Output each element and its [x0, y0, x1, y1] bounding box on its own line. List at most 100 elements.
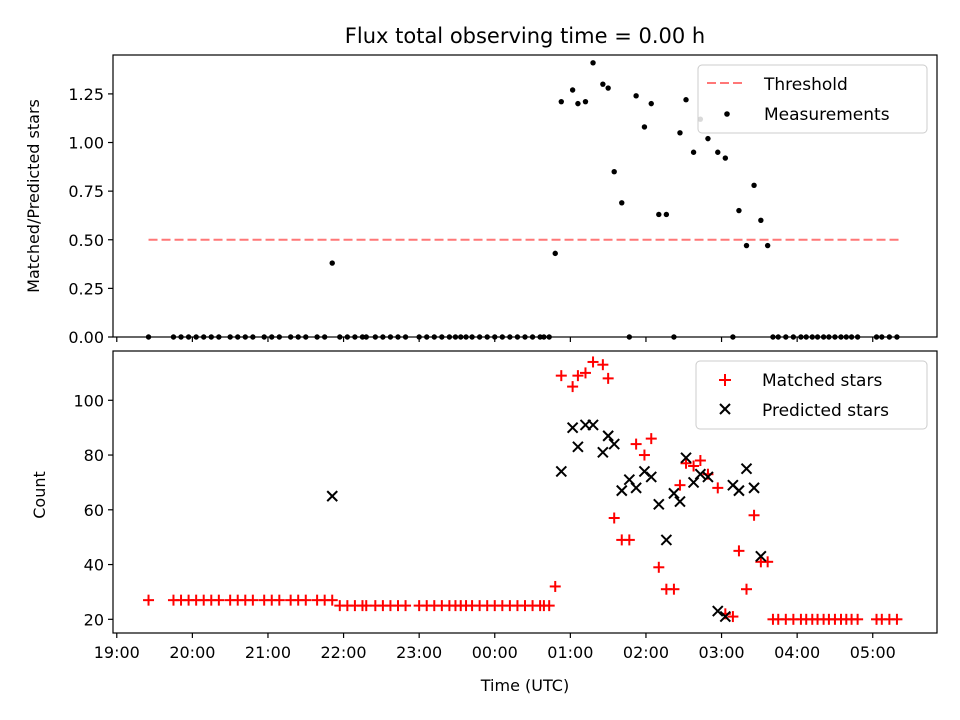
bottom-x-tick-label: 22:00: [321, 643, 367, 662]
measurement-point: [633, 93, 639, 99]
top-panel: 0.00 0.25 0.50 0.75 1.00 1.25 Matched/Predict…: [24, 54, 938, 347]
legend-measurements-swatch: [724, 111, 730, 117]
matched-star-point: [645, 433, 657, 445]
matched-star-point: [213, 594, 225, 606]
matched-star-point: [587, 356, 599, 368]
measurement-point: [619, 200, 625, 206]
measurement-point: [648, 100, 654, 107]
predicted-star-point: [680, 452, 692, 464]
bottom-axes-frame: [112, 350, 938, 634]
bottom-legend: Matched stars Predicted stars: [695, 360, 928, 430]
top-y-tick-label: 0.75: [68, 182, 104, 201]
matched-star-point: [680, 457, 692, 469]
matched-star-point: [608, 512, 620, 524]
measurement-point: [605, 85, 611, 91]
matched-star-point: [712, 482, 724, 494]
top-y-tick-label: 1.25: [68, 85, 104, 104]
matched-star-point: [555, 370, 567, 382]
measurement-point: [663, 211, 670, 218]
matched-star-point: [602, 372, 614, 384]
chart-title: Flux total observing time = 0.00 h: [345, 24, 705, 48]
top-axes-frame: [112, 54, 938, 338]
matched-star-point: [247, 594, 259, 606]
matched-star-point: [572, 370, 584, 382]
matched-star-point: [733, 545, 745, 557]
legend-matched-label: Matched stars: [762, 371, 882, 391]
top-legend: Threshold Measurements: [697, 64, 928, 134]
matched-star-point: [300, 594, 312, 606]
measurement-point: [575, 100, 581, 107]
legend-predicted-label: Predicted stars: [762, 401, 889, 421]
predicted-star-point: [645, 471, 657, 483]
legend-matched-swatch: [719, 374, 731, 386]
predicted-star-point: [748, 482, 760, 494]
measurement-point: [611, 168, 617, 175]
matched-star-point: [597, 359, 609, 371]
predicted-star-point: [653, 498, 665, 511]
measurement-point: [683, 97, 689, 103]
bottom-legend-box: [695, 360, 928, 430]
bottom-x-tick-label: 19:00: [94, 643, 140, 662]
matched-star-point: [762, 556, 774, 568]
measurement-point: [329, 260, 335, 266]
predicted-star-point: [674, 495, 686, 508]
matched-star-point: [891, 613, 903, 625]
bottom-x-tick-label: 23:00: [396, 643, 442, 662]
predicted-star-point: [660, 534, 673, 546]
matched-star-point: [727, 611, 739, 623]
measurement-point: [569, 87, 576, 93]
measurement-point: [764, 242, 771, 249]
bottom-y-tick-label: 20: [84, 610, 104, 629]
predicted-star-point: [694, 468, 707, 480]
predicted-star-point: [602, 430, 614, 442]
top-y-tick-label: 1.00: [68, 134, 104, 153]
bottom-panel: 20 40 60 80 100 19:00 20:00 21:00 22:00 23:00 00:…: [30, 350, 938, 695]
predicted-stars-points: [326, 419, 767, 623]
matched-star-point: [674, 479, 686, 491]
top-x-ticks: [116, 337, 874, 342]
predicted-star-point: [740, 463, 753, 475]
measurement-point: [558, 98, 564, 105]
predicted-star-point: [326, 490, 338, 502]
predicted-star-point: [616, 484, 628, 497]
matched-star-point: [653, 561, 665, 573]
legend-measurements-label: Measurements: [764, 105, 890, 125]
matched-star-point: [748, 509, 760, 521]
bottom-x-tick-label: 20:00: [169, 643, 215, 662]
measurement-point: [722, 155, 729, 161]
top-y-tick-label: 0.25: [68, 279, 104, 298]
matched-star-point: [638, 449, 650, 461]
matched-stars-points: [143, 356, 903, 625]
measurement-point: [582, 98, 589, 105]
predicted-star-point: [668, 487, 680, 500]
measurement-point: [600, 81, 606, 87]
bottom-x-tick-label: 00:00: [472, 643, 518, 662]
measurement-point: [590, 60, 596, 66]
predicted-star-point: [719, 610, 732, 623]
legend-threshold-label: Threshold: [763, 75, 848, 95]
bottom-y-tick-label: 40: [84, 556, 104, 575]
matched-star-point: [852, 613, 864, 625]
matched-star-point: [740, 583, 752, 595]
bottom-x-tick-label: 02:00: [623, 643, 669, 662]
matched-star-point: [630, 438, 642, 450]
bottom-x-tick-label: 01:00: [547, 643, 593, 662]
measurement-point: [705, 135, 711, 142]
predicted-star-point: [712, 605, 724, 617]
bottom-y-tick-label: 80: [84, 446, 104, 465]
bottom-y-tick-label: 100: [73, 391, 104, 410]
predicted-star-point: [702, 471, 714, 483]
measurement-point: [552, 250, 558, 257]
predicted-star-point: [608, 438, 620, 450]
top-y-ticks: 0.00 0.25 0.50 0.75 1.00 1.25: [68, 85, 113, 347]
bottom-x-tick-label: 21:00: [245, 643, 291, 662]
bottom-x-tick-label: 04:00: [774, 643, 820, 662]
matched-star-point: [668, 583, 680, 595]
matched-star-point: [400, 600, 412, 612]
predicted-star-point: [630, 482, 642, 494]
matched-star-point: [326, 594, 338, 606]
matched-star-point: [579, 367, 591, 379]
predicted-star-point: [733, 484, 745, 497]
measurement-point: [736, 207, 742, 214]
